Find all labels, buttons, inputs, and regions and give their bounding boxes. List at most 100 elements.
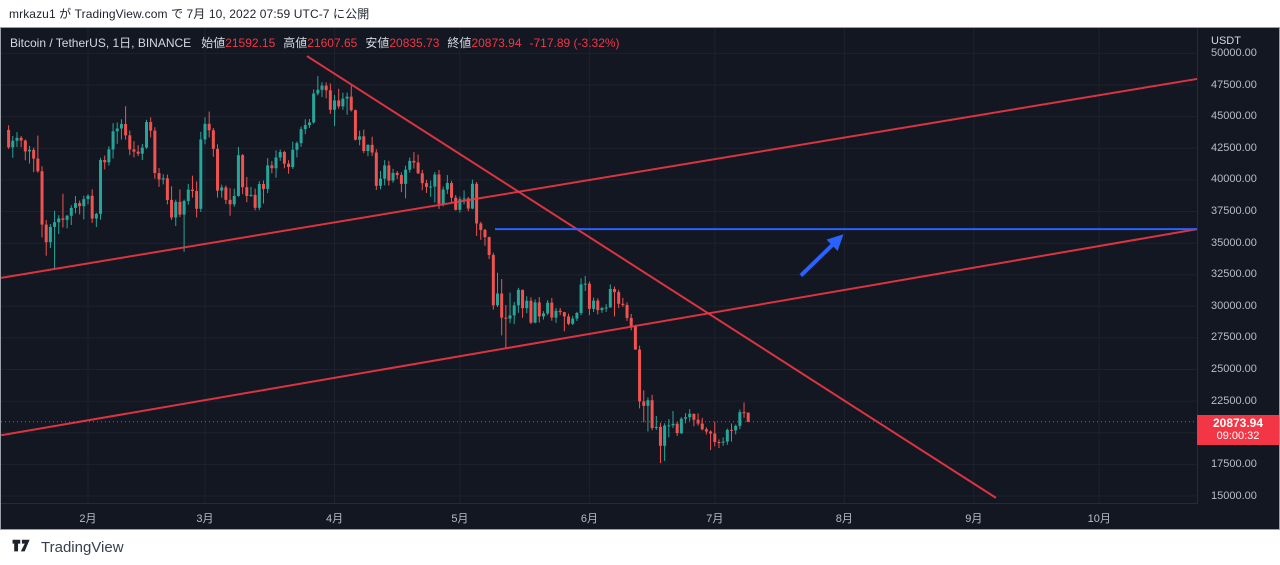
low-value: 20835.73 xyxy=(389,36,440,50)
candle-body xyxy=(341,98,345,107)
candle-body xyxy=(370,144,374,153)
price-tick-label: 17500.00 xyxy=(1211,457,1257,470)
candle-body xyxy=(571,318,575,324)
candle-body xyxy=(642,401,646,406)
candle-body xyxy=(658,426,662,446)
candle-body xyxy=(241,155,245,188)
close-label: 終値 xyxy=(447,36,472,50)
candle-body xyxy=(82,199,86,207)
candle-body xyxy=(441,189,445,204)
candle-body xyxy=(391,172,395,181)
candle-body xyxy=(470,183,474,209)
candle-body xyxy=(554,310,558,318)
candle-body xyxy=(612,288,616,293)
time-axis[interactable]: 2月 3月 4月 5月 6月 7月 8月 9月 10月 xyxy=(1,503,1198,529)
candle-body xyxy=(111,131,115,150)
candle-body xyxy=(195,190,199,209)
candle-body xyxy=(257,184,261,208)
footer-brand[interactable]: TradingView xyxy=(41,539,124,556)
candle-body xyxy=(700,423,704,430)
price-tick-label: 27500.00 xyxy=(1211,331,1257,344)
candle-body xyxy=(646,400,650,406)
candle-body xyxy=(36,158,40,172)
candle-body xyxy=(69,207,73,216)
candle-body xyxy=(295,143,299,150)
candle-body xyxy=(696,419,700,424)
candle-body xyxy=(454,197,458,210)
candle-body xyxy=(99,159,103,214)
last-price: 20873.94 xyxy=(1212,416,1264,430)
candle-body xyxy=(178,201,182,215)
candle-body xyxy=(266,165,270,189)
candle-body xyxy=(203,123,207,140)
candle-body xyxy=(458,199,462,210)
candle-body xyxy=(245,187,249,196)
price-axis[interactable]: USDT 50000.00 47500.00 45000.00 42500.00 400… xyxy=(1197,28,1279,504)
time-tick-label: 9月 xyxy=(965,513,983,525)
trend-line-ascending-channel-lower[interactable] xyxy=(1,228,1198,437)
candle-body xyxy=(679,418,683,434)
candle-body xyxy=(349,96,353,111)
candle-body xyxy=(378,178,382,186)
candle-body xyxy=(366,144,370,152)
candle-body xyxy=(11,140,15,148)
candle-body xyxy=(671,423,675,426)
bar-countdown: 09:00:32 xyxy=(1216,430,1260,442)
price-tick-label: 30000.00 xyxy=(1211,299,1257,312)
candle-body xyxy=(567,316,571,324)
symbol-title[interactable]: Bitcoin / TetherUS, 1日, BINANCE xyxy=(10,36,192,50)
tradingview-logo-icon[interactable] xyxy=(12,539,34,556)
candle-body xyxy=(592,300,596,309)
candle-body xyxy=(220,187,224,191)
candle-body xyxy=(512,305,516,316)
candle-body xyxy=(625,304,629,318)
candle-body xyxy=(692,413,696,420)
candle-body xyxy=(604,307,608,309)
candle-body xyxy=(282,152,286,164)
candle-body xyxy=(638,349,642,402)
candle-body xyxy=(650,400,654,428)
candle-body xyxy=(742,412,746,414)
candle-body xyxy=(583,283,587,285)
chart-plot[interactable] xyxy=(1,28,1198,504)
candle-body xyxy=(541,313,545,317)
candle-body xyxy=(483,229,487,238)
candle-body xyxy=(103,159,107,163)
trend-line-descending-resistance[interactable] xyxy=(306,55,997,499)
candle-body xyxy=(383,165,387,179)
candle-body xyxy=(312,93,316,123)
open-value: 21592.15 xyxy=(225,36,276,50)
candle-body xyxy=(587,283,591,309)
candle-body xyxy=(23,140,27,152)
candle-body xyxy=(224,187,228,200)
candle-body xyxy=(633,326,637,350)
candles xyxy=(7,76,750,464)
candle-body xyxy=(621,303,625,305)
candle-body xyxy=(274,157,278,169)
candle-body xyxy=(157,173,161,180)
trend-line-ascending-channel-upper[interactable] xyxy=(1,77,1198,279)
candle-body xyxy=(738,412,742,426)
candle-body xyxy=(562,312,566,317)
candle-body xyxy=(48,226,52,243)
arrow-drawing[interactable] xyxy=(799,234,844,278)
candle-body xyxy=(734,425,738,431)
candle-body xyxy=(61,218,65,220)
candle-body xyxy=(207,123,211,131)
open-label: 始値 xyxy=(201,36,226,50)
candle-body xyxy=(299,129,303,144)
price-axis-unit: USDT xyxy=(1211,35,1241,47)
candle-body xyxy=(249,194,253,196)
candle-body xyxy=(491,254,495,306)
candle-body xyxy=(57,218,61,223)
candle-body xyxy=(353,110,357,140)
candle-body xyxy=(629,317,633,327)
candle-body xyxy=(174,201,178,218)
candle-body xyxy=(395,172,399,176)
candle-body xyxy=(53,222,57,227)
footer: TradingView xyxy=(0,530,1280,565)
candle-body xyxy=(450,183,454,198)
candle-body xyxy=(608,288,612,308)
price-tick-label: 40000.00 xyxy=(1211,173,1257,186)
candle-body xyxy=(408,160,412,170)
